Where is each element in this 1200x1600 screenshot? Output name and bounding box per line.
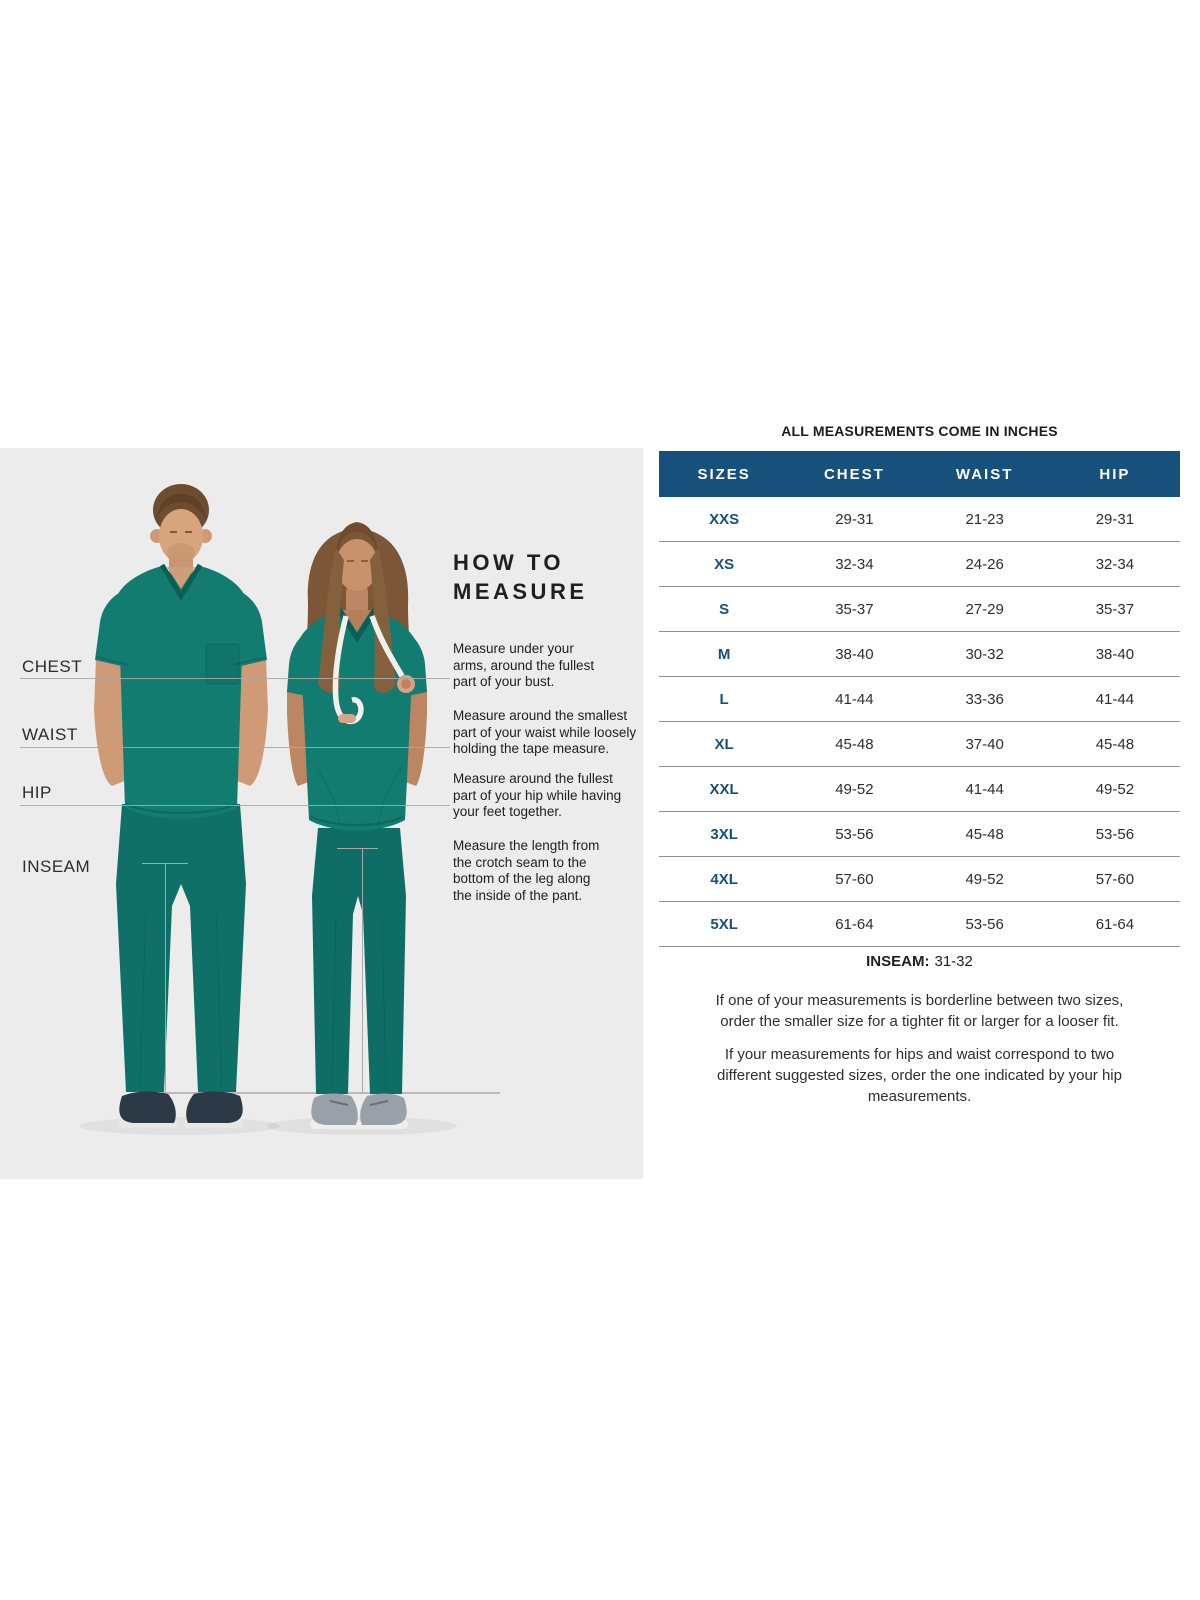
inseam-note-label: INSEAM:: [866, 953, 930, 970]
table-row: 4XL 57-60 49-52 57-60: [659, 857, 1180, 902]
size-cell: XXS: [709, 510, 740, 528]
chest-cell: 29-31: [835, 510, 874, 528]
waist-cell: 30-32: [965, 645, 1004, 663]
hip-cell: 49-52: [1095, 780, 1135, 798]
table-row: 3XL 53-56 45-48 53-56: [659, 812, 1180, 857]
inseam-vline-woman: [362, 848, 363, 1093]
chest-cell: 38-40: [835, 645, 874, 663]
table-row: XXL 49-52 41-44 49-52: [659, 767, 1180, 812]
inseam-vline-man: [165, 863, 166, 1093]
man-figure: [94, 484, 268, 1128]
waist-cell: 53-56: [965, 915, 1004, 933]
table-row: S 35-37 27-29 35-37: [659, 587, 1180, 632]
waist-line: [20, 747, 450, 748]
waist-cell: 24-26: [965, 555, 1004, 573]
waist-cell: 21-23: [965, 510, 1004, 528]
woman-pants: [312, 828, 406, 1094]
inseam-note: INSEAM: 31-32: [659, 953, 1180, 970]
size-cell: L: [719, 690, 729, 708]
fit-note-borderline: If one of your measurements is borderlin…: [715, 992, 1124, 1030]
waist-label: WAIST: [22, 725, 78, 744]
chest-cell: 41-44: [835, 690, 874, 708]
table-row: XL 45-48 37-40 45-48: [659, 722, 1180, 767]
size-chart-table: SIZES CHEST WAIST HIP XXS 29-31 21-23 29…: [659, 451, 1180, 947]
table-row: XXS 29-31 21-23 29-31: [659, 497, 1180, 542]
column-header-sizes: SIZES: [697, 465, 751, 483]
man-shoe: [186, 1091, 243, 1123]
chart-title: ALL MEASUREMENTS COME IN INCHES: [781, 423, 1058, 439]
table-row: M 38-40 30-32 38-40: [659, 632, 1180, 677]
chest-cell: 32-34: [835, 555, 874, 573]
man-shoe: [119, 1091, 176, 1123]
column-header-waist: WAIST: [955, 465, 1014, 483]
table-header-row: SIZES CHEST WAIST HIP: [659, 451, 1180, 497]
chest-cell: 61-64: [835, 915, 874, 933]
size-cell: XS: [714, 555, 735, 573]
hip-cell: 29-31: [1095, 510, 1135, 528]
waist-cell: 33-36: [965, 690, 1004, 708]
woman-neck: [346, 584, 368, 616]
fit-note-hip-priority: If your measurements for hips and waist …: [717, 1046, 1122, 1105]
woman-shoe: [311, 1093, 358, 1125]
woman-shoe: [360, 1093, 407, 1125]
inseam-label: INSEAM: [22, 857, 91, 876]
hip-cell: 61-64: [1095, 915, 1135, 933]
man-chest-pocket: [205, 643, 240, 685]
hip-label: HIP: [22, 783, 52, 802]
hip-cell: 57-60: [1095, 870, 1135, 888]
models-illustration: [80, 484, 500, 1135]
chest-line: [20, 678, 450, 679]
how-to-measure-panel: CHEST WAIST HIP INSEAM HOW TO MEASURE Me…: [0, 448, 643, 1179]
size-cell: 5XL: [710, 915, 738, 933]
hip-cell: 41-44: [1095, 690, 1135, 708]
table-row: XS 32-34 24-26 32-34: [659, 542, 1180, 587]
hip-instruction: Measure around the fullest part of your …: [453, 771, 622, 819]
waist-cell: 41-44: [965, 780, 1004, 798]
size-cell: XXL: [709, 780, 739, 798]
hip-cell: 53-56: [1095, 825, 1135, 843]
hip-cell: 35-37: [1095, 600, 1135, 618]
hip-cell: 38-40: [1095, 645, 1135, 663]
hip-cell: 45-48: [1095, 735, 1135, 753]
inseam-note-value: 31-32: [934, 953, 973, 970]
chest-cell: 49-52: [835, 780, 874, 798]
floor-shadow: [80, 1117, 280, 1135]
column-header-chest: CHEST: [823, 465, 885, 483]
hip-cell: 32-34: [1095, 555, 1135, 573]
man-pants: [116, 804, 246, 1092]
chest-label: CHEST: [22, 657, 83, 676]
inseam-instruction: Measure the length from the crotch seam …: [453, 838, 600, 903]
chest-cell: 45-48: [835, 735, 874, 753]
hip-line: [20, 805, 450, 806]
waist-cell: 45-48: [965, 825, 1004, 843]
size-cell: M: [717, 645, 731, 663]
waist-cell: 37-40: [965, 735, 1004, 753]
how-to-measure-heading: HOW TO MEASURE: [453, 550, 588, 604]
waist-instruction: Measure around the smallest part of your…: [453, 708, 637, 756]
size-cell: XL: [714, 735, 734, 753]
waist-cell: 49-52: [965, 870, 1004, 888]
woman-figure: [287, 522, 427, 1129]
table-row: 5XL 61-64 53-56 61-64: [659, 902, 1180, 947]
size-cell: S: [719, 600, 730, 618]
column-header-hip: HIP: [1099, 465, 1131, 483]
chest-cell: 57-60: [835, 870, 874, 888]
stethoscope: [332, 615, 415, 725]
chest-cell: 35-37: [835, 600, 874, 618]
inseam-tick-woman: [337, 848, 378, 849]
chest-instruction: Measure under your arms, around the full…: [453, 641, 595, 689]
table-row: L 41-44 33-36 41-44: [659, 677, 1180, 722]
woman-face: [336, 539, 378, 591]
chest-cell: 53-56: [835, 825, 874, 843]
waist-cell: 27-29: [965, 600, 1004, 618]
man-scrub-top: [118, 566, 244, 819]
size-cell: 3XL: [710, 825, 738, 843]
size-cell: 4XL: [710, 870, 738, 888]
man-vneck: [159, 563, 203, 601]
